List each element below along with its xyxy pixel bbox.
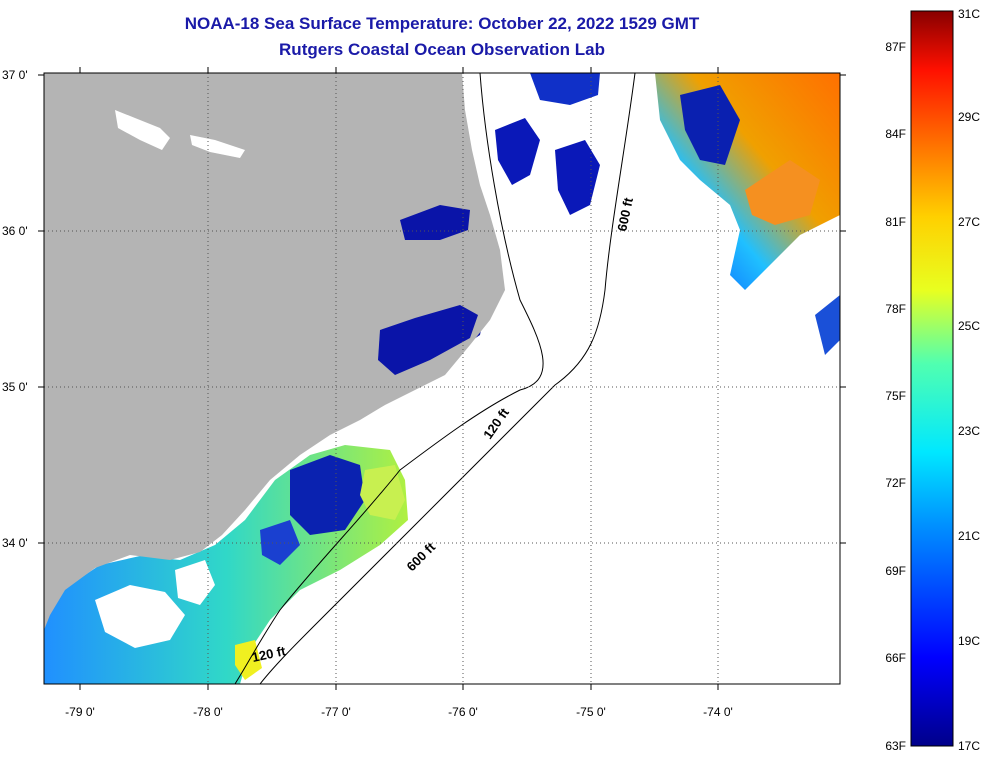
contour-label-600ft-north: 600 ft xyxy=(614,196,636,233)
axis-ticks xyxy=(38,67,846,690)
lon-tick-label: -79 0' xyxy=(65,705,95,719)
lat-tick-label: 35 0' xyxy=(2,380,28,394)
colorbar-celsius-label: 31C xyxy=(958,7,980,21)
lon-tick-label: -78 0' xyxy=(193,705,223,719)
colorbar-fahrenheit-label: 87F xyxy=(885,40,906,54)
sst-dark-band xyxy=(680,85,740,165)
colorbar-fahrenheit-label: 75F xyxy=(885,389,906,403)
sst-east-edge xyxy=(815,295,840,355)
lon-tick-label: -76 0' xyxy=(448,705,478,719)
colorbar-fahrenheit-label: 84F xyxy=(885,127,906,141)
lat-tick-label: 37 0' xyxy=(2,68,28,82)
colorbar-fahrenheit-label: 72F xyxy=(885,476,906,490)
colorbar-celsius-label: 25C xyxy=(958,319,980,333)
colorbar-celsius-label: 29C xyxy=(958,110,980,124)
northern-cold-patch-3 xyxy=(530,73,600,105)
lat-tick-label: 34 0' xyxy=(2,536,28,550)
map-subtitle: Rutgers Coastal Ocean Observation Lab xyxy=(279,40,605,59)
colorbar-celsius-label: 21C xyxy=(958,529,980,543)
lat-tick-label: 36 0' xyxy=(2,224,28,238)
contour-label-120ft-south: 120 ft xyxy=(251,643,288,665)
colorbar-celsius-label: 23C xyxy=(958,424,980,438)
isobath-600ft xyxy=(259,73,636,684)
colorbar-celsius-label: 27C xyxy=(958,215,980,229)
isobath-120ft xyxy=(234,73,544,684)
colorbar-celsius-label: 19C xyxy=(958,634,980,648)
cloud-hole-2 xyxy=(175,560,215,605)
colorbar-fahrenheit-label: 69F xyxy=(885,564,906,578)
sst-cold-pocket xyxy=(290,455,365,535)
colorbar xyxy=(910,10,954,747)
cloud-hole xyxy=(95,585,185,648)
colorbar-fahrenheit-label: 63F xyxy=(885,739,906,753)
colorbar-fahrenheit-label: 81F xyxy=(885,215,906,229)
colorbar-celsius-label: 17C xyxy=(958,739,980,753)
land-mass xyxy=(44,73,505,630)
lon-tick-label: -74 0' xyxy=(703,705,733,719)
graticule xyxy=(44,73,840,684)
sst-orange-core xyxy=(745,160,820,225)
northern-cold-patch xyxy=(495,118,540,185)
northern-cold-patch-2 xyxy=(555,140,600,215)
land-sound-cut-2 xyxy=(378,305,478,375)
lon-tick-label: -75 0' xyxy=(576,705,606,719)
inland-lake-2 xyxy=(190,135,245,158)
colorbar-fahrenheit-label: 66F xyxy=(885,651,906,665)
lon-tick-label: -77 0' xyxy=(321,705,351,719)
inland-lake xyxy=(115,110,170,150)
colorbar-fahrenheit-label: 78F xyxy=(885,302,906,316)
sst-warm-shelf xyxy=(360,465,405,520)
map-frame xyxy=(43,72,841,685)
map-title: NOAA-18 Sea Surface Temperature: October… xyxy=(184,14,700,33)
